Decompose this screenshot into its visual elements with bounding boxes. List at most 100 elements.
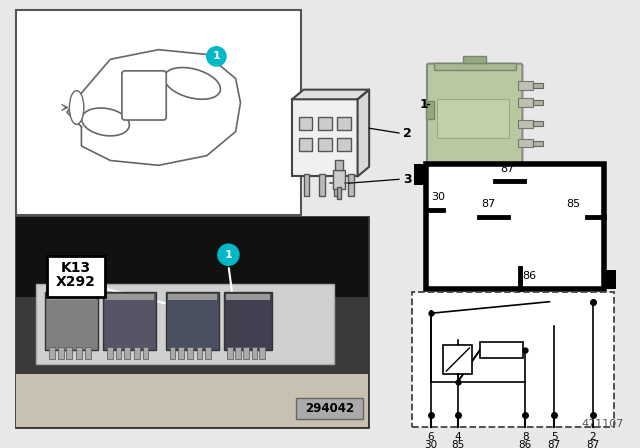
Bar bbox=[335, 174, 340, 196]
Text: 30: 30 bbox=[431, 193, 445, 202]
Bar bbox=[47, 256, 105, 297]
Bar bbox=[45, 292, 99, 349]
Bar bbox=[223, 292, 272, 349]
Text: 87: 87 bbox=[500, 164, 515, 173]
Text: 30: 30 bbox=[424, 439, 437, 448]
Bar bbox=[170, 347, 175, 359]
Text: 294042: 294042 bbox=[305, 402, 354, 415]
Bar bbox=[412, 292, 614, 427]
Bar bbox=[333, 170, 345, 189]
Text: 8: 8 bbox=[522, 432, 529, 442]
Text: 87: 87 bbox=[586, 439, 600, 448]
Text: 85: 85 bbox=[451, 439, 465, 448]
Bar bbox=[116, 347, 122, 359]
Text: 4: 4 bbox=[454, 432, 461, 442]
Bar bbox=[205, 347, 211, 359]
Bar bbox=[434, 63, 516, 70]
Bar bbox=[292, 99, 358, 177]
Text: 6: 6 bbox=[428, 432, 434, 442]
Bar bbox=[318, 138, 332, 151]
Bar bbox=[533, 100, 543, 105]
Polygon shape bbox=[358, 90, 369, 177]
Bar bbox=[299, 138, 312, 151]
Bar bbox=[168, 294, 217, 300]
Bar bbox=[85, 347, 91, 359]
Bar bbox=[134, 347, 140, 359]
Bar bbox=[337, 138, 351, 151]
Bar bbox=[518, 81, 533, 90]
Text: 1: 1 bbox=[225, 250, 232, 260]
Bar bbox=[337, 116, 351, 130]
Bar bbox=[105, 294, 154, 300]
Polygon shape bbox=[292, 90, 369, 99]
Polygon shape bbox=[67, 50, 241, 165]
Text: 2: 2 bbox=[589, 432, 596, 442]
Ellipse shape bbox=[82, 108, 129, 136]
Bar bbox=[463, 56, 486, 63]
Text: 1: 1 bbox=[419, 98, 428, 111]
FancyBboxPatch shape bbox=[427, 64, 522, 164]
Text: 471107: 471107 bbox=[581, 419, 623, 429]
Bar bbox=[480, 342, 524, 358]
FancyBboxPatch shape bbox=[122, 71, 166, 120]
Bar bbox=[319, 174, 325, 196]
Bar bbox=[235, 347, 241, 359]
Bar bbox=[518, 139, 533, 147]
Bar bbox=[436, 99, 509, 138]
Bar bbox=[533, 83, 543, 88]
Bar bbox=[166, 292, 219, 349]
Bar bbox=[67, 347, 72, 359]
Bar bbox=[124, 347, 130, 359]
Text: 87: 87 bbox=[481, 199, 495, 209]
Ellipse shape bbox=[164, 68, 220, 99]
Text: K13: K13 bbox=[61, 261, 91, 275]
Circle shape bbox=[218, 244, 239, 265]
Bar bbox=[49, 347, 55, 359]
Circle shape bbox=[207, 47, 226, 66]
Text: X292: X292 bbox=[56, 276, 96, 289]
Text: 86: 86 bbox=[518, 439, 532, 448]
Text: 86: 86 bbox=[522, 271, 536, 281]
Bar bbox=[103, 292, 156, 349]
Bar bbox=[533, 121, 543, 126]
Bar bbox=[318, 116, 332, 130]
Text: 87: 87 bbox=[548, 439, 561, 448]
Bar bbox=[47, 294, 97, 300]
Bar bbox=[196, 347, 202, 359]
Bar bbox=[107, 347, 113, 359]
Bar bbox=[337, 187, 341, 198]
Bar bbox=[299, 116, 312, 130]
Bar bbox=[335, 160, 343, 170]
Bar bbox=[518, 98, 533, 107]
Bar bbox=[36, 284, 335, 364]
Bar bbox=[143, 347, 148, 359]
Bar bbox=[76, 347, 82, 359]
Bar bbox=[533, 141, 543, 146]
Bar bbox=[426, 101, 434, 119]
Ellipse shape bbox=[69, 90, 84, 125]
Bar bbox=[303, 174, 309, 196]
Bar bbox=[187, 347, 193, 359]
Bar bbox=[426, 164, 604, 289]
Text: 2: 2 bbox=[403, 126, 412, 139]
Bar bbox=[227, 347, 233, 359]
Bar bbox=[17, 297, 368, 375]
Text: 3: 3 bbox=[403, 173, 412, 186]
Bar bbox=[252, 347, 257, 359]
Bar bbox=[17, 10, 301, 215]
Bar bbox=[17, 217, 368, 427]
Bar bbox=[58, 347, 63, 359]
Bar bbox=[518, 120, 533, 128]
Bar bbox=[259, 347, 265, 359]
Bar bbox=[348, 174, 354, 196]
Bar bbox=[243, 347, 249, 359]
Bar bbox=[415, 164, 428, 185]
Bar bbox=[179, 347, 184, 359]
Bar bbox=[17, 375, 368, 427]
Bar bbox=[225, 294, 270, 300]
Text: 85: 85 bbox=[566, 199, 580, 209]
Text: 5: 5 bbox=[551, 432, 557, 442]
Bar bbox=[444, 345, 472, 374]
Bar bbox=[296, 398, 364, 419]
Bar bbox=[602, 270, 616, 289]
